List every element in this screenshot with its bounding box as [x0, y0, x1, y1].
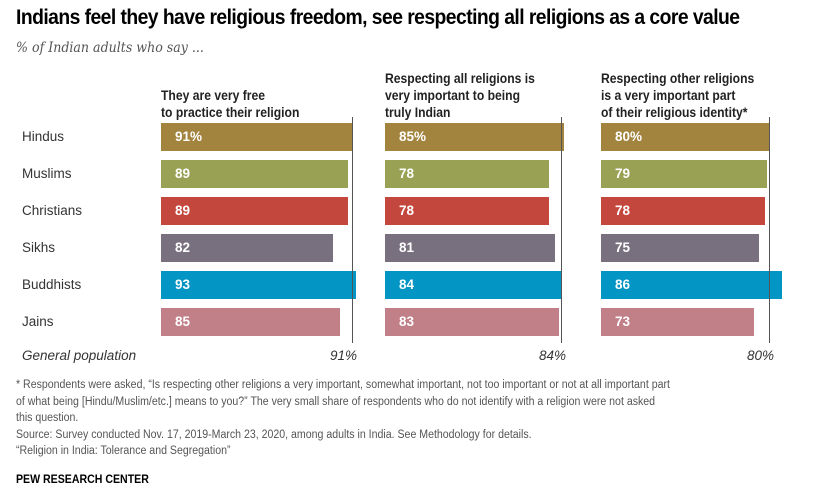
bar: 81: [385, 234, 556, 262]
bar: 89: [161, 197, 348, 225]
bar-value-label: 93: [175, 277, 191, 292]
chart-title: Indians feel they have religious freedom…: [16, 6, 740, 29]
bar-value-label: 82: [175, 240, 191, 255]
bar-value-label: 84: [399, 277, 415, 292]
column-header: Respecting all religions is very importa…: [385, 71, 535, 120]
reference-line: [561, 117, 562, 343]
bar: 78: [385, 160, 549, 188]
bar-value-label: 89: [175, 166, 191, 181]
source-line: Source: Survey conducted Nov. 17, 2019-M…: [16, 428, 532, 441]
bar-value-label: 78: [399, 166, 415, 181]
bar-value-label: 78: [615, 203, 631, 218]
bar-value-label: 83: [399, 314, 415, 329]
bar-value-label: 79: [615, 166, 631, 181]
column-header: Respecting other religions is a very imp…: [601, 71, 755, 120]
report-title: “Religion in India: Tolerance and Segreg…: [16, 445, 231, 457]
bar-value-label: 73: [615, 314, 631, 329]
bar: 89: [161, 160, 348, 188]
bar: 91%: [161, 123, 353, 151]
bar-value-label: 91%: [175, 129, 203, 144]
bar: 78: [385, 197, 549, 225]
bar-value-label: 81: [399, 240, 415, 255]
bar-value-label: 85%: [399, 129, 427, 144]
bar: 75: [601, 234, 759, 262]
footnote-line: * Respondents were asked, “Is respecting…: [16, 379, 670, 391]
bar: 78: [601, 197, 765, 225]
chart-subtitle: % of Indian adults who say ...: [16, 40, 204, 56]
footnote-line: this question.: [16, 412, 79, 424]
bar: 83: [385, 308, 560, 336]
category-label: Buddhists: [22, 277, 82, 292]
bar-value-label: 89: [175, 203, 191, 218]
bar-value-label: 80%: [615, 129, 643, 144]
category-label: Christians: [22, 203, 83, 218]
category-label: Hindus: [22, 129, 65, 144]
bar-value-label: 75: [615, 240, 631, 255]
bar-value-label: 86: [615, 277, 631, 292]
bar: 82: [161, 234, 334, 262]
reference-value-label: 80%: [747, 348, 775, 363]
bar: 73: [601, 308, 755, 336]
column-header: They are very free to practice their rel…: [161, 88, 300, 120]
bar: 86: [601, 271, 782, 299]
footnote-line: of what being [Hindu/Muslim/etc.] means …: [16, 395, 656, 408]
bar: 79: [601, 160, 767, 188]
category-label: Muslims: [22, 166, 72, 181]
reference-value-label: 84%: [539, 348, 567, 363]
bar-value-label: 85: [175, 314, 191, 329]
reference-row-label: General population: [22, 348, 137, 363]
reference-value-label: 91%: [330, 348, 358, 363]
bar: 84: [385, 271, 562, 299]
bar: 85%: [385, 123, 564, 151]
bar: 80%: [601, 123, 769, 151]
brand-logo: PEW RESEARCH CENTER: [16, 474, 149, 486]
bar: 93: [161, 271, 357, 299]
category-label: Sikhs: [22, 240, 56, 255]
reference-line: [769, 117, 770, 343]
category-label: Jains: [22, 314, 54, 329]
bar: 85: [161, 308, 340, 336]
footnotes: * Respondents were asked, “Is respecting…: [16, 377, 752, 460]
bar-value-label: 78: [399, 203, 415, 218]
reference-line: [352, 117, 353, 343]
